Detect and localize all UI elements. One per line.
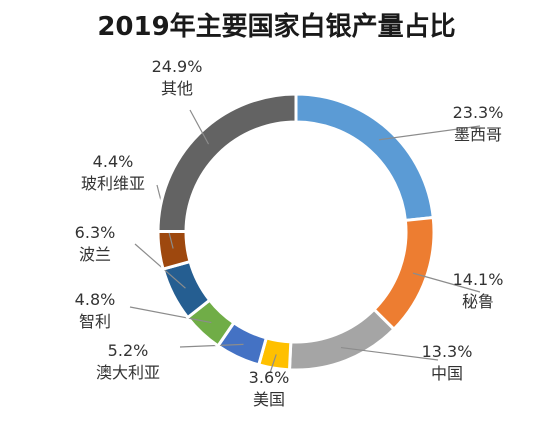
data-label-3: 13.3% (422, 342, 473, 361)
leader-line-9 (189, 109, 210, 145)
data-label-1: 23.3% (453, 103, 504, 122)
category-label-7: 波兰 (79, 245, 111, 264)
leader-line-5 (179, 343, 244, 348)
category-label-6: 智利 (79, 312, 111, 331)
slice-3 (287, 307, 397, 372)
category-label-2: 秘鲁 (462, 292, 494, 311)
slice-9 (156, 92, 298, 233)
slice-8 (156, 229, 192, 271)
category-label-5: 澳大利亚 (96, 363, 160, 382)
data-label-5: 5.2% (108, 341, 149, 360)
leader-line-4 (269, 354, 277, 374)
leader-line-7 (134, 243, 186, 289)
data-label-8: 4.4% (93, 152, 134, 171)
category-label-3: 中国 (431, 364, 463, 383)
data-label-2: 14.1% (453, 270, 504, 289)
slice-1 (294, 92, 435, 223)
leader-line-6 (129, 306, 212, 324)
data-label-4: 3.6% (249, 368, 290, 387)
data-label-9: 24.9% (152, 57, 203, 76)
chart-title: 2019年主要国家白银产量占比 (97, 12, 456, 42)
data-label-7: 6.3% (75, 223, 116, 242)
category-label-1: 墨西哥 (454, 125, 502, 144)
leader-line-3 (340, 346, 439, 361)
slice-2 (371, 215, 436, 332)
category-label-9: 其他 (161, 79, 193, 98)
leader-line-2 (412, 272, 481, 293)
data-label-6: 4.8% (75, 290, 116, 309)
category-label-8: 玻利维亚 (81, 174, 145, 193)
category-label-4: 美国 (253, 390, 285, 409)
leader-line-1 (378, 125, 481, 141)
